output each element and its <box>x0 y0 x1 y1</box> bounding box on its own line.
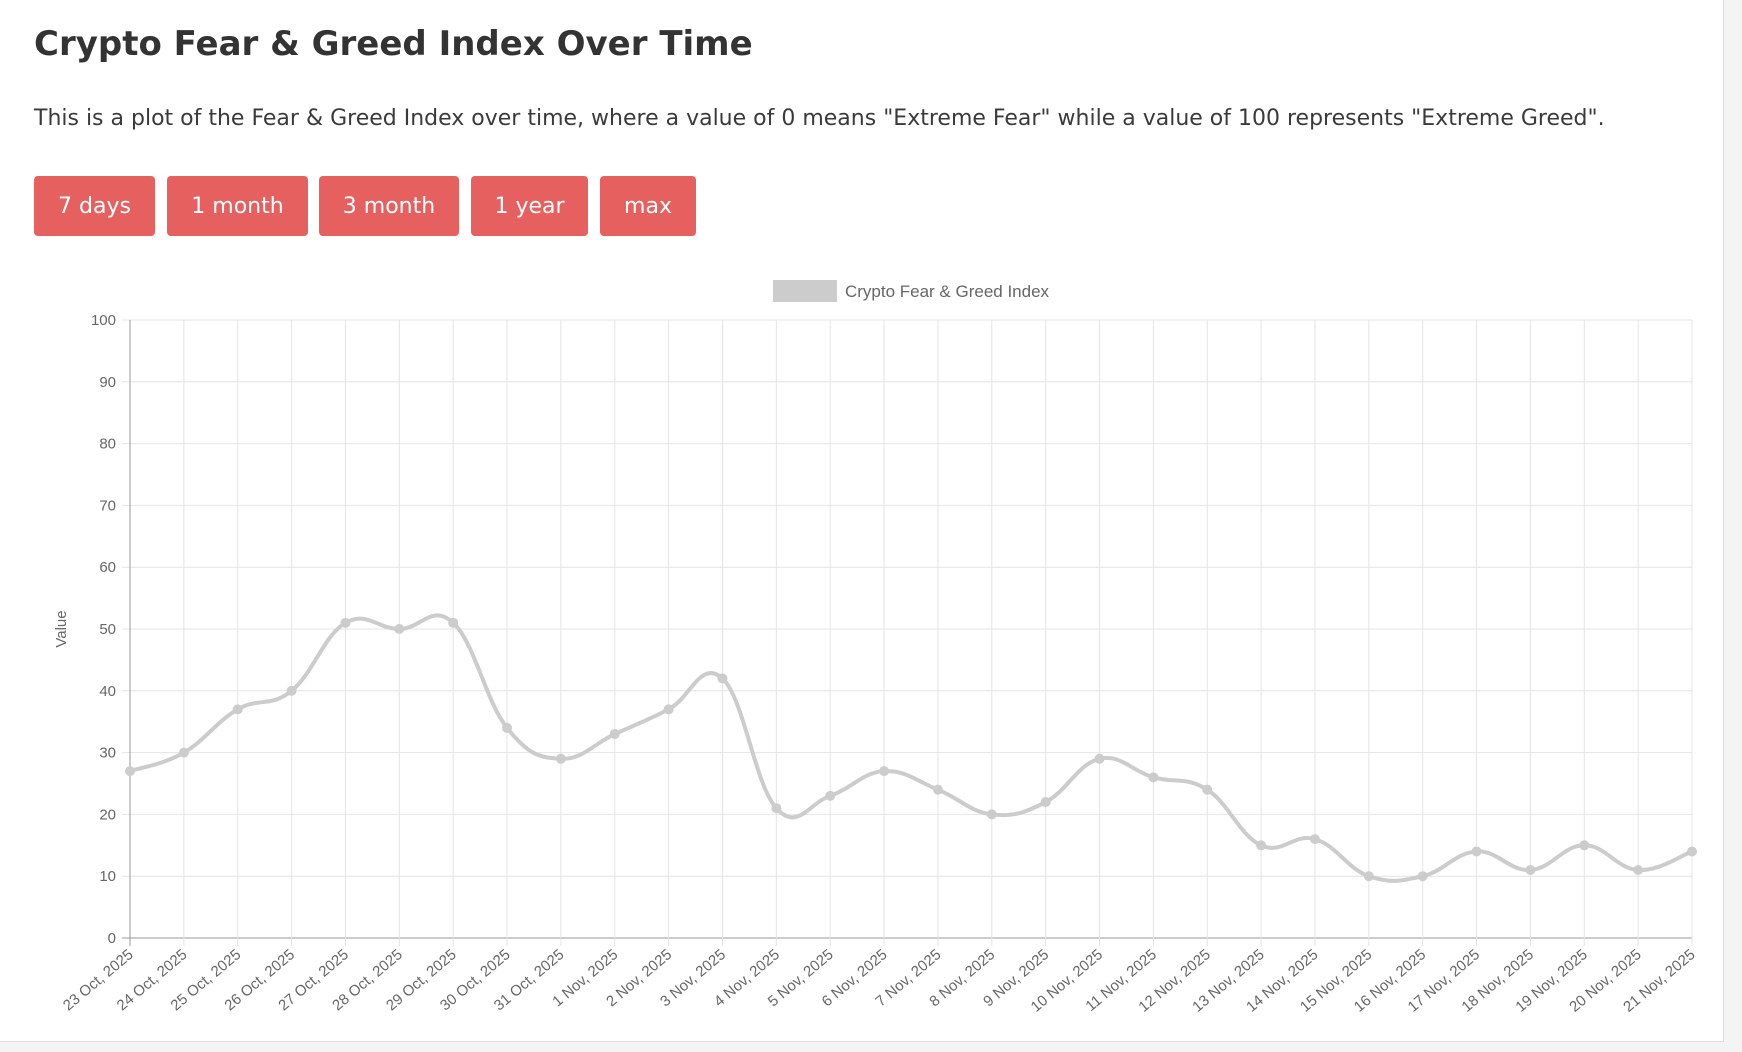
y-tick-label: 20 <box>99 806 116 823</box>
data-point[interactable] <box>986 809 997 820</box>
data-point[interactable] <box>663 704 674 715</box>
data-point[interactable] <box>1040 797 1051 808</box>
y-tick-label: 60 <box>99 559 116 576</box>
series-line <box>129 613 1693 883</box>
data-point[interactable] <box>448 617 459 628</box>
data-point[interactable] <box>771 803 782 814</box>
data-point[interactable] <box>340 617 351 628</box>
data-point[interactable] <box>502 722 513 733</box>
data-point[interactable] <box>609 729 620 740</box>
range-1-month-button[interactable]: 1 month <box>167 176 308 236</box>
y-tick-label: 0 <box>108 930 116 947</box>
data-point[interactable] <box>394 624 405 634</box>
y-tick-label: 80 <box>99 436 116 453</box>
y-tick-label: 70 <box>99 497 116 514</box>
y-tick-label: 90 <box>99 374 116 391</box>
y-tick-label: 100 <box>91 312 116 329</box>
data-point[interactable] <box>1256 840 1267 851</box>
data-point[interactable] <box>178 747 189 758</box>
data-point[interactable] <box>286 685 297 696</box>
data-point[interactable] <box>717 673 728 684</box>
data-point[interactable] <box>825 790 836 801</box>
data-point[interactable] <box>1094 753 1105 764</box>
data-point[interactable] <box>1148 772 1159 783</box>
y-tick-label: 50 <box>99 621 116 638</box>
y-tick-label: 30 <box>99 745 116 762</box>
data-point[interactable] <box>1363 871 1374 882</box>
range-3-month-button[interactable]: 3 month <box>319 176 459 236</box>
data-point[interactable] <box>932 784 943 795</box>
data-point[interactable] <box>1202 784 1213 795</box>
y-axis-label: Value <box>53 610 70 647</box>
data-point[interactable] <box>1687 846 1697 857</box>
data-point[interactable] <box>1579 840 1590 851</box>
legend-label[interactable]: Crypto Fear & Greed Index <box>845 282 1050 301</box>
data-point[interactable] <box>1633 865 1644 876</box>
data-point[interactable] <box>1309 834 1320 845</box>
y-tick-label: 40 <box>99 683 116 700</box>
legend-swatch[interactable] <box>772 280 837 302</box>
data-point[interactable] <box>1525 865 1536 876</box>
range-1-year-button[interactable]: 1 year <box>471 176 588 236</box>
page-title: Crypto Fear & Greed Index Over Time <box>34 24 753 64</box>
data-point[interactable] <box>1417 871 1428 882</box>
data-point[interactable] <box>125 766 135 777</box>
data-point[interactable] <box>879 766 890 777</box>
chart-description: This is a plot of the Fear & Greed Index… <box>34 106 1605 131</box>
range-max-button[interactable]: max <box>600 176 696 236</box>
y-tick-label: 10 <box>99 868 116 885</box>
data-point[interactable] <box>1471 846 1482 857</box>
range-7-days-button[interactable]: 7 days <box>34 176 155 236</box>
data-point[interactable] <box>555 753 566 764</box>
data-point[interactable] <box>232 704 243 715</box>
